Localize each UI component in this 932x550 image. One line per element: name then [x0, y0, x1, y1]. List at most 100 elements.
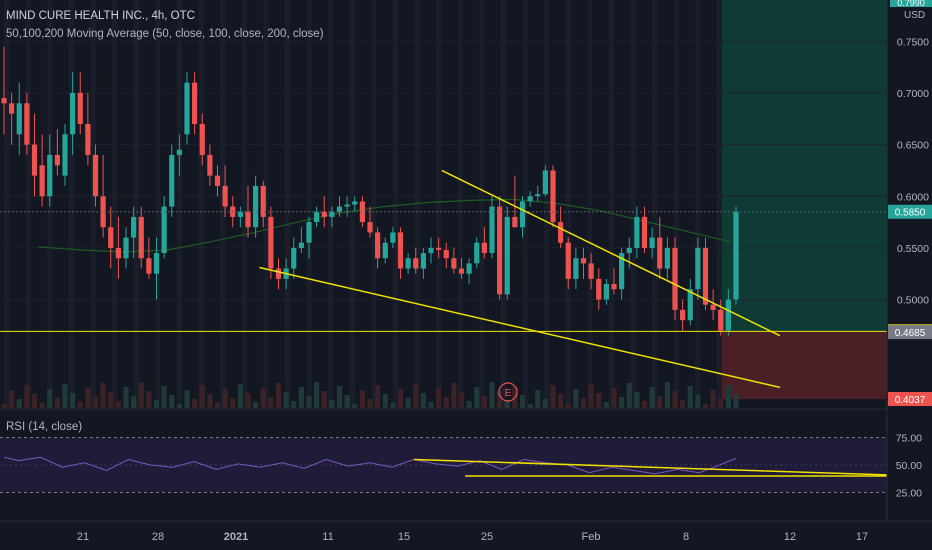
volume-bar [77, 402, 83, 408]
candle-body [512, 216, 518, 228]
session-band [565, 0, 571, 408]
top-price-badge: 0.7990 [890, 0, 932, 7]
session-band [176, 0, 183, 408]
candle-body [519, 201, 526, 228]
candle-body [497, 206, 503, 295]
moving-average-legend[interactable]: 50,100,200 Moving Average (50, close, 10… [6, 28, 324, 40]
candle-body [733, 211, 739, 300]
candle-body [626, 247, 632, 254]
volume-bar [443, 397, 449, 408]
candle-body [451, 258, 457, 269]
volume-bar [375, 385, 381, 408]
session-band [587, 0, 593, 408]
volume-bar [100, 383, 106, 408]
candle-body [85, 123, 91, 155]
candle-body [329, 211, 335, 217]
volume-bar [146, 391, 152, 408]
candle-body [100, 196, 106, 228]
candle-body [596, 278, 602, 300]
earnings-label: E [505, 388, 512, 399]
volume-bar [542, 399, 548, 408]
currency-label: USD [904, 10, 926, 21]
candle-body [413, 258, 419, 269]
volume-bar [283, 392, 289, 408]
candle-body [314, 211, 320, 223]
session-band [500, 0, 507, 408]
price-badge: 0.4685 [888, 325, 932, 340]
volume-bar [115, 401, 121, 408]
price-badge-bg [888, 204, 932, 219]
volume-bar [641, 401, 648, 408]
candle-body [588, 263, 594, 279]
candle-body [108, 227, 114, 248]
price-axis-background [887, 0, 932, 550]
volume-bar [481, 396, 487, 408]
session-band [306, 0, 312, 408]
volume-bar [9, 390, 15, 408]
time-tick-label: 21 [77, 531, 89, 543]
candle-body [54, 154, 60, 166]
volume-bar [31, 394, 38, 408]
volume-bar [390, 403, 396, 408]
candle-body [367, 222, 373, 233]
volume-bar [153, 400, 160, 408]
profit-zone [722, 0, 887, 332]
candle-body [214, 175, 221, 186]
volume-bar [588, 384, 594, 408]
volume-bar [70, 393, 76, 408]
volume-bar [214, 403, 221, 408]
rsi-tick-label: 25.00 [896, 488, 922, 500]
time-tick-label: Feb [582, 531, 601, 543]
price-tick-label: 0.7000 [897, 88, 929, 100]
volume-bar [725, 385, 731, 408]
volume-bar [413, 384, 419, 408]
candle-body [458, 268, 465, 274]
trendline [259, 266, 781, 389]
session-band [155, 0, 161, 408]
volume-bar [24, 385, 30, 408]
candle-body [680, 309, 686, 321]
session-band [68, 0, 75, 408]
candle-body [466, 263, 472, 274]
candle-body [268, 216, 274, 269]
candle-body [138, 216, 144, 259]
volume-bar [92, 397, 99, 408]
session-band [198, 0, 204, 408]
session-band [284, 0, 291, 408]
candle-body [695, 247, 701, 290]
volume-bar [382, 394, 388, 408]
volume-bar [275, 383, 282, 408]
candle-body [649, 237, 655, 248]
volume-bar [62, 384, 68, 408]
rsi-legend[interactable]: RSI (14, close) [6, 421, 83, 433]
volume-bar [268, 397, 274, 408]
session-band [263, 0, 269, 408]
earnings-circle [498, 382, 518, 402]
candle-body [474, 242, 480, 264]
candle-body [390, 232, 396, 243]
candle-body [558, 222, 564, 243]
candle-body [382, 242, 388, 259]
volume-bar [131, 396, 137, 408]
volume-bar [245, 393, 251, 408]
moving-average-line [37, 198, 731, 253]
candle-body [603, 284, 609, 300]
chart-title[interactable]: MIND CURE HEALTH INC., 4h, OTC [6, 10, 195, 22]
candle-body [222, 185, 228, 207]
candle-body [375, 232, 381, 259]
volume-bar [237, 384, 243, 408]
candle-body [153, 253, 160, 274]
volume-bar [161, 386, 167, 408]
volume-bar [436, 388, 442, 408]
candle-body [1, 98, 7, 104]
candle-body [253, 185, 259, 228]
volume-bar [657, 396, 663, 408]
volume-bar [329, 400, 335, 408]
volume-bar [352, 404, 358, 408]
volume-bar [664, 382, 670, 408]
candle-body [260, 185, 266, 217]
volume-bar [687, 386, 693, 408]
candle-body [634, 216, 640, 248]
volume-bar [306, 396, 312, 408]
